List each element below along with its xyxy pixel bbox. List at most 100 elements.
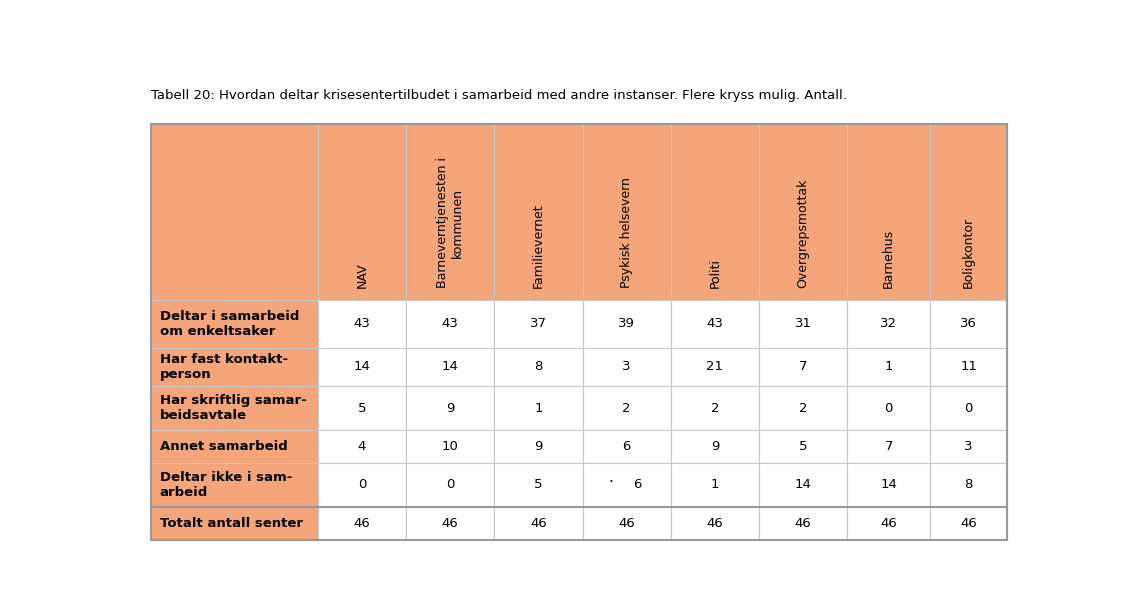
Bar: [318, 347, 406, 386]
Bar: [406, 386, 495, 431]
Bar: [318, 386, 406, 431]
Text: 46: 46: [795, 517, 812, 530]
Text: Totalt antall senter: Totalt antall senter: [160, 517, 302, 530]
Text: 32: 32: [880, 317, 897, 330]
Text: 43: 43: [706, 317, 723, 330]
Bar: [495, 300, 582, 347]
Text: 36: 36: [960, 317, 977, 330]
Bar: [151, 347, 318, 386]
Bar: [759, 124, 847, 300]
Text: 11: 11: [960, 360, 977, 373]
Text: Familievernet: Familievernet: [532, 203, 545, 288]
Text: 1: 1: [710, 478, 719, 491]
Text: 8: 8: [534, 360, 543, 373]
Text: 21: 21: [706, 360, 724, 373]
Text: Barneverntjenesten i
kommunen: Barneverntjenesten i kommunen: [436, 157, 464, 288]
Text: 14: 14: [795, 478, 812, 491]
Bar: [151, 386, 318, 431]
Bar: [759, 386, 847, 431]
Text: 37: 37: [529, 317, 547, 330]
Bar: [671, 300, 759, 347]
Bar: [151, 124, 1007, 540]
Bar: [318, 300, 406, 347]
Bar: [582, 431, 671, 463]
Text: 10: 10: [442, 440, 459, 453]
Text: Boligkontor: Boligkontor: [962, 217, 976, 288]
Text: 43: 43: [442, 317, 459, 330]
Text: 2: 2: [799, 402, 807, 415]
Text: 2: 2: [710, 402, 719, 415]
Text: ·: ·: [608, 475, 614, 490]
Text: 5: 5: [799, 440, 807, 453]
Bar: [671, 386, 759, 431]
Text: 46: 46: [618, 517, 635, 530]
Text: 5: 5: [357, 402, 366, 415]
Bar: [847, 463, 931, 506]
Bar: [495, 124, 582, 300]
Text: 1: 1: [885, 360, 892, 373]
Bar: [847, 431, 931, 463]
Text: 14: 14: [354, 360, 371, 373]
Bar: [495, 431, 582, 463]
Text: 3: 3: [623, 360, 631, 373]
Text: 5: 5: [534, 478, 543, 491]
Bar: [318, 431, 406, 463]
Text: Deltar i samarbeid
om enkeltsaker: Deltar i samarbeid om enkeltsaker: [160, 310, 299, 338]
Bar: [931, 463, 1007, 506]
Text: 46: 46: [354, 517, 371, 530]
Bar: [759, 506, 847, 540]
Bar: [582, 124, 671, 300]
Bar: [847, 300, 931, 347]
Bar: [931, 300, 1007, 347]
Text: 7: 7: [799, 360, 807, 373]
Text: 46: 46: [880, 517, 897, 530]
Text: 39: 39: [618, 317, 635, 330]
Bar: [931, 506, 1007, 540]
Bar: [318, 463, 406, 506]
Bar: [847, 124, 931, 300]
Text: NAV: NAV: [355, 262, 369, 288]
Text: 46: 46: [707, 517, 723, 530]
Text: Har fast kontakt-
person: Har fast kontakt- person: [160, 353, 288, 381]
Text: 8: 8: [964, 478, 973, 491]
Text: 9: 9: [534, 440, 543, 453]
Bar: [406, 431, 495, 463]
Text: 6: 6: [633, 478, 642, 491]
Bar: [495, 506, 582, 540]
Bar: [759, 347, 847, 386]
Text: 0: 0: [964, 402, 973, 415]
Text: Tabell 20: Hvordan deltar krisesentertilbudet i samarbeid med andre instanser. F: Tabell 20: Hvordan deltar krisesentertil…: [151, 89, 846, 102]
Bar: [406, 463, 495, 506]
Text: Har skriftlig samar-
beidsavtale: Har skriftlig samar- beidsavtale: [160, 394, 307, 423]
Text: 14: 14: [880, 478, 897, 491]
Bar: [931, 347, 1007, 386]
Bar: [151, 300, 318, 347]
Text: 7: 7: [885, 440, 892, 453]
Text: 46: 46: [960, 517, 977, 530]
Bar: [151, 506, 318, 540]
Bar: [931, 386, 1007, 431]
Text: 0: 0: [357, 478, 366, 491]
Bar: [931, 124, 1007, 300]
Bar: [495, 463, 582, 506]
Bar: [582, 300, 671, 347]
Text: Barnehus: Barnehus: [882, 229, 895, 288]
Bar: [671, 124, 759, 300]
Bar: [318, 506, 406, 540]
Text: Psykisk helsevern: Psykisk helsevern: [620, 177, 633, 288]
Bar: [671, 347, 759, 386]
Text: 3: 3: [964, 440, 973, 453]
Bar: [495, 386, 582, 431]
Bar: [151, 124, 318, 300]
Bar: [406, 506, 495, 540]
Text: Annet samarbeid: Annet samarbeid: [160, 440, 288, 453]
Text: 6: 6: [623, 440, 631, 453]
Bar: [847, 386, 931, 431]
Bar: [406, 347, 495, 386]
Bar: [406, 300, 495, 347]
Text: Politi: Politi: [708, 258, 722, 288]
Text: 0: 0: [446, 478, 454, 491]
Bar: [671, 431, 759, 463]
Bar: [759, 431, 847, 463]
Text: 2: 2: [623, 402, 631, 415]
